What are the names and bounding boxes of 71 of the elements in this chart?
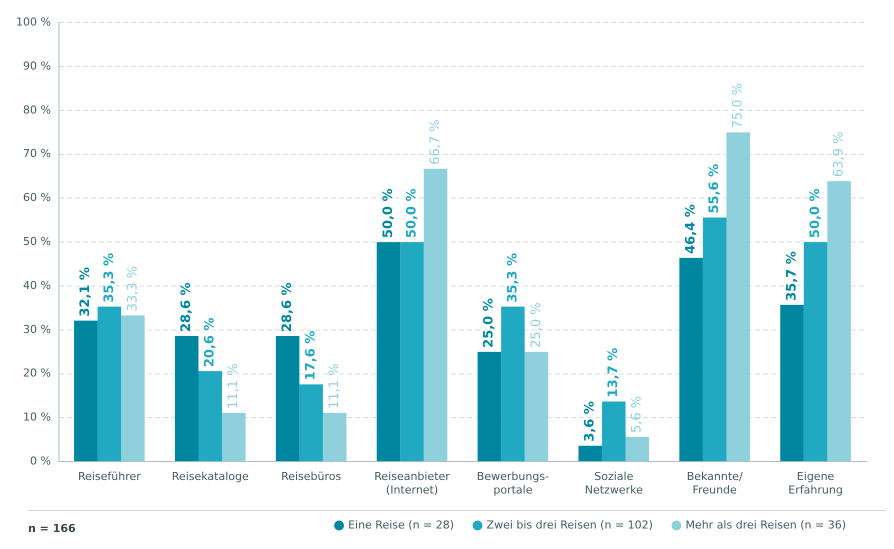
x-tick-label: Reiseführer <box>78 470 142 484</box>
x-tick-label: Reisebüros <box>281 470 342 484</box>
bar <box>626 437 650 462</box>
data-label: 20,6 % <box>202 318 218 368</box>
text: n = 166 <box>28 522 76 535</box>
y-tick-label: 70 % <box>22 147 51 160</box>
bar <box>198 371 222 462</box>
data-label: 32,1 % <box>78 267 94 317</box>
y-tick-label: 100 % <box>16 15 51 28</box>
data-label: 46,4 % <box>684 204 699 254</box>
bar <box>726 132 750 462</box>
x-tick-label: Reiseanbieter (Internet) <box>374 470 450 496</box>
data-label: 5,6 % <box>630 396 645 434</box>
bar <box>827 181 851 462</box>
y-tick-label: 80 % <box>22 103 51 116</box>
data-label: 50,0 % <box>404 188 420 238</box>
data-label: 50,0 % <box>808 188 823 238</box>
data-label: 28,6 % <box>280 282 295 332</box>
data-label: 17,6 % <box>304 330 319 380</box>
x-tick-label: Bewerbungs- portale <box>476 470 550 496</box>
bar <box>578 446 602 462</box>
y-tick-label: 60 % <box>22 191 51 204</box>
data-label: 13,7 % <box>606 348 622 398</box>
bar <box>222 412 246 462</box>
data-label: 75,0 % <box>730 82 746 128</box>
bar <box>702 218 726 462</box>
data-label: 66,7 % <box>428 119 443 165</box>
bar <box>501 306 525 462</box>
bar <box>74 320 98 462</box>
data-label: 35,3 % <box>505 252 520 303</box>
bar <box>780 304 804 462</box>
y-tick-label: 20 % <box>22 366 51 380</box>
y-tick-label: 10 % <box>22 410 51 424</box>
bar <box>524 352 548 462</box>
bar <box>804 242 828 462</box>
y-tick-label: 30 % <box>22 322 51 336</box>
data-label: 35,7 % <box>784 251 800 301</box>
data-label: 28,6 % <box>179 282 194 332</box>
y-tick-label: 0 % <box>30 454 51 468</box>
y-tick-label: 40 % <box>22 278 51 292</box>
data-label: 63,9 % <box>831 132 846 178</box>
data-label: 25,0 % <box>528 302 544 348</box>
y-tick-label: 50 % <box>22 234 51 248</box>
y-tick-label: 90 % <box>22 59 51 72</box>
bar <box>121 315 145 462</box>
data-label: 35,3 % <box>102 252 117 303</box>
bar <box>174 336 198 462</box>
bar <box>424 168 448 462</box>
legend-label: Zwei bis drei Reisen (n = 102) <box>486 518 653 532</box>
bar <box>602 401 626 462</box>
bar <box>299 384 323 462</box>
bar <box>276 336 300 462</box>
data-label: 11,1 % <box>327 363 342 409</box>
x-tick-label: Soziale Netzwerke <box>584 470 644 496</box>
bar <box>376 242 400 462</box>
x-tick-label: Eigene Erfahrung <box>788 470 843 496</box>
data-label: 50,0 % <box>380 188 396 238</box>
bar <box>478 352 502 462</box>
bar <box>400 242 424 462</box>
data-label: 25,0 % <box>482 298 497 348</box>
data-label: 3,6 % <box>582 401 598 442</box>
bar <box>679 258 703 462</box>
x-tick-label: Bekannte/ Freunde <box>686 470 743 496</box>
legend-label: Mehr als drei Reisen (n = 36) <box>685 518 846 532</box>
data-label: 11,1 % <box>226 363 242 409</box>
legend-label: Eine Reise (n = 28) <box>348 518 454 532</box>
data-label: 55,6 % <box>707 164 722 214</box>
bar <box>322 412 346 462</box>
bar <box>98 306 122 462</box>
x-tick-label: Reisekataloge <box>172 470 249 484</box>
data-label: 33,3 % <box>125 266 140 312</box>
